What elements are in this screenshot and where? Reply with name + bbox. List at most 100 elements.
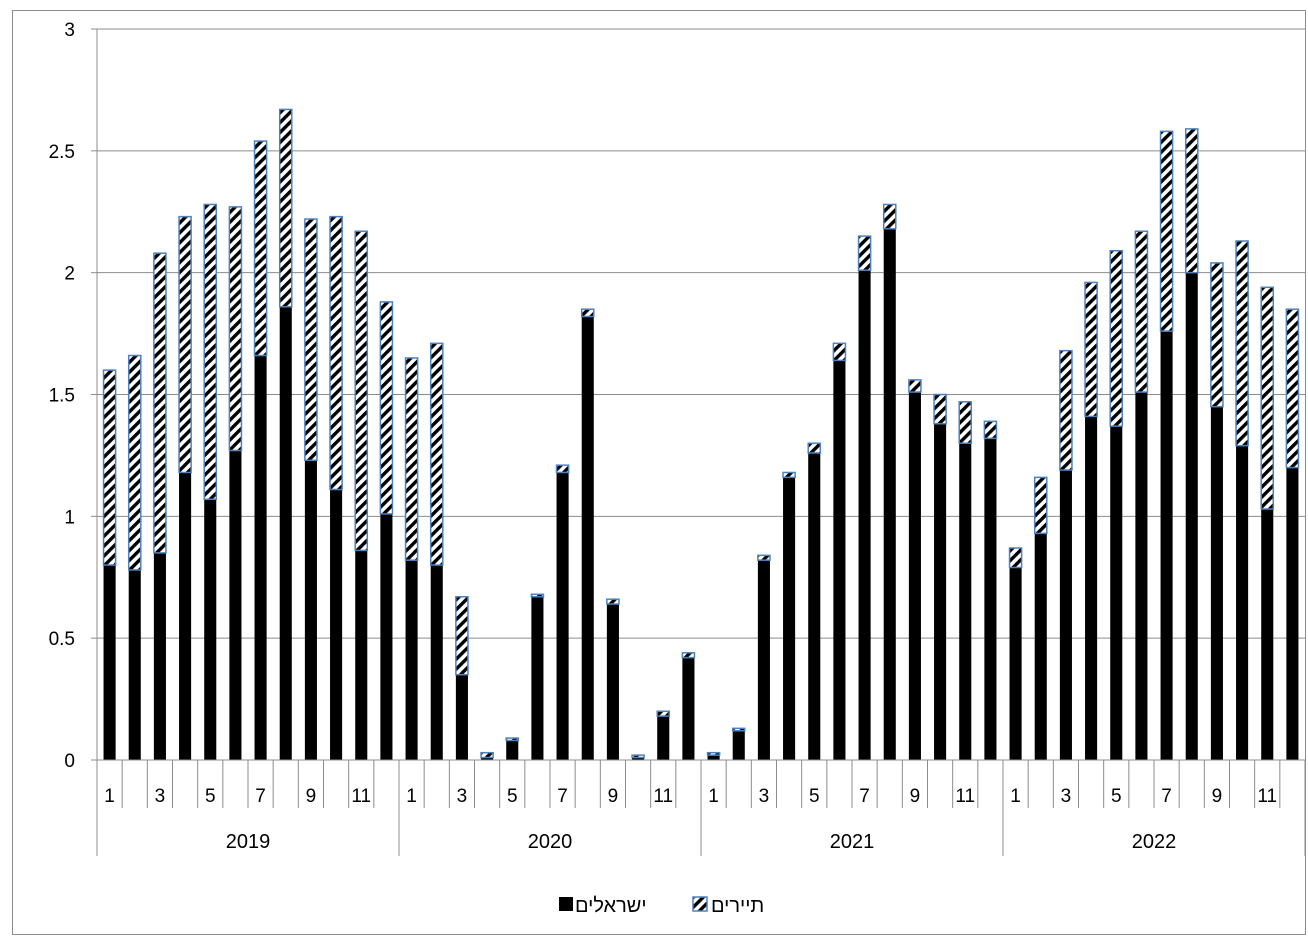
- bar-israelis: [179, 472, 192, 760]
- bar-israelis: [455, 674, 468, 760]
- bar-tourists: [555, 464, 570, 474]
- bar-israelis: [883, 228, 896, 761]
- bar-israelis: [380, 513, 393, 760]
- bar-tourists: [1159, 130, 1174, 332]
- month-tick-label: 1: [104, 786, 115, 807]
- year-label: 2020: [528, 831, 573, 853]
- bar-israelis: [757, 560, 770, 760]
- bar-tourists: [1260, 286, 1275, 510]
- bar-tourists: [329, 215, 343, 491]
- bar-israelis: [682, 657, 695, 760]
- bar-tourists: [480, 751, 494, 759]
- month-tick-label: 5: [1111, 786, 1122, 807]
- month-tick-label: 3: [457, 786, 468, 807]
- month-tick-label: 9: [306, 786, 317, 807]
- bar-tourists: [1184, 128, 1199, 274]
- bar-israelis: [1110, 426, 1123, 760]
- month-tick-label: 7: [1161, 786, 1172, 807]
- bar-israelis: [1286, 467, 1299, 760]
- month-tick-label: 11: [955, 786, 975, 807]
- legend-label-tourists: תיירים: [711, 895, 764, 917]
- bar-tourists: [681, 652, 696, 659]
- bar-israelis: [405, 560, 418, 760]
- bar-tourists: [178, 215, 192, 474]
- bar-tourists: [1134, 230, 1149, 393]
- gridlines: [97, 28, 1305, 761]
- bar-israelis: [959, 443, 972, 760]
- bar-israelis: [984, 438, 997, 760]
- bar-tourists: [278, 108, 293, 308]
- month-tick-label: 9: [910, 786, 921, 807]
- bar-israelis: [279, 306, 292, 760]
- bar-israelis: [128, 569, 141, 760]
- bar-tourists: [731, 727, 746, 732]
- bar-israelis: [153, 552, 166, 760]
- bar-tourists: [983, 420, 998, 440]
- bar-israelis: [1160, 331, 1173, 760]
- month-tick-label: 9: [608, 786, 619, 807]
- bar-israelis: [506, 740, 519, 760]
- bar-tourists: [580, 308, 595, 318]
- bar-israelis: [556, 472, 569, 760]
- bar-tourists: [933, 393, 947, 425]
- bar-tourists: [404, 357, 419, 561]
- month-tick-label: 11: [351, 786, 371, 807]
- month-tick-label: 1: [708, 786, 719, 807]
- year-label: 2021: [830, 831, 875, 853]
- bar-israelis: [304, 460, 317, 760]
- bar-israelis: [531, 596, 544, 760]
- bar-tourists: [228, 206, 243, 452]
- month-tick-label: 5: [809, 786, 820, 807]
- bar-tourists: [530, 593, 545, 598]
- bar-israelis: [808, 452, 821, 760]
- bar-israelis: [1034, 533, 1047, 760]
- bar-israelis: [1261, 509, 1274, 760]
- bar-tourists: [1059, 349, 1073, 471]
- bar-tourists: [656, 710, 671, 717]
- bar-tourists: [1109, 249, 1124, 427]
- y-tick-label: 2.5: [49, 142, 75, 163]
- chart-frame: 0 0.5 1 1.5 2 2.5 3 1 3 5 7 9 11 2019 1 3 5 7 9 11 2020 1 3 5 7…: [12, 10, 1306, 935]
- bar-tourists: [354, 230, 369, 552]
- year-label: 2022: [1132, 831, 1177, 853]
- month-tick-label: 3: [155, 786, 166, 807]
- bar-israelis: [330, 489, 343, 760]
- year-label: 2019: [226, 831, 271, 853]
- bar-israelis: [833, 360, 846, 760]
- bar-israelis: [430, 565, 443, 760]
- bar-israelis: [581, 316, 594, 760]
- bar-tourists: [606, 598, 620, 605]
- y-tick-label: 1.5: [49, 386, 75, 407]
- y-tick-label: 0.5: [49, 629, 75, 650]
- month-tick-label: 5: [205, 786, 216, 807]
- bar-israelis: [1135, 392, 1148, 760]
- bar-tourists: [505, 737, 520, 742]
- bar-tourists: [1033, 476, 1048, 535]
- bar-tourists: [127, 354, 142, 571]
- bar-tourists: [1235, 240, 1249, 447]
- bar-israelis: [1185, 272, 1198, 760]
- legend-swatch-israelis: [559, 897, 573, 911]
- bar-tourists: [1084, 281, 1098, 418]
- bar-tourists: [908, 379, 922, 393]
- month-tick-label: 1: [1010, 786, 1021, 807]
- bar-tourists: [253, 140, 268, 357]
- bar-tourists: [153, 252, 167, 554]
- legend: ישראלים תיירים: [559, 895, 764, 917]
- bar-israelis: [1059, 470, 1072, 760]
- bar-tourists: [455, 595, 469, 676]
- y-tick-label: 0: [64, 751, 75, 772]
- bar-israelis: [632, 757, 645, 760]
- bar-tourists: [757, 554, 771, 561]
- bar-tourists: [782, 471, 796, 479]
- bar-tourists: [958, 401, 973, 444]
- bar-tourists: [102, 369, 117, 566]
- month-tick-label: 7: [859, 786, 870, 807]
- bar-tourists: [304, 218, 318, 462]
- month-tick-label: 5: [507, 786, 518, 807]
- month-tick-label: 3: [759, 786, 770, 807]
- y-tick-label: 2: [64, 264, 75, 285]
- legend-label-israelis: ישראלים: [575, 895, 647, 917]
- bar-tourists: [807, 442, 822, 454]
- bar-israelis: [355, 550, 368, 760]
